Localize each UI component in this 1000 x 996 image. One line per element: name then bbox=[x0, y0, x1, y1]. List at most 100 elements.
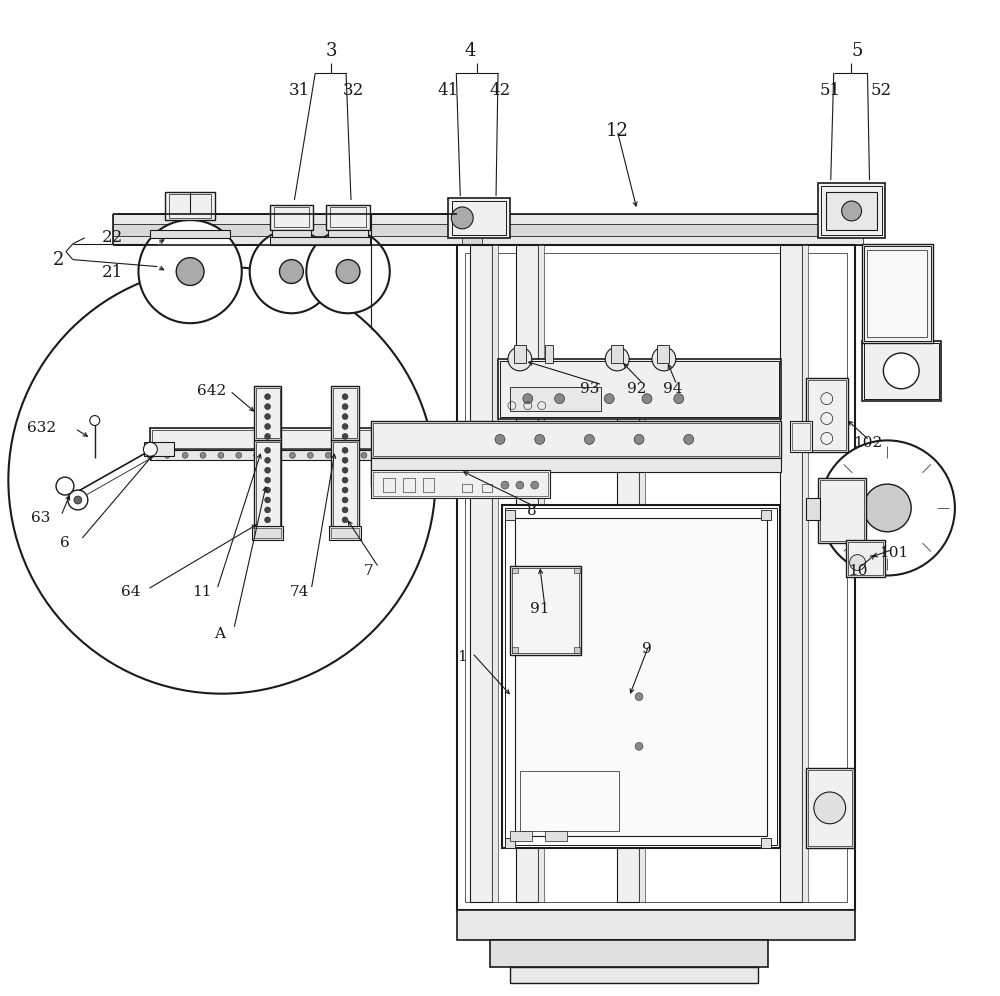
Circle shape bbox=[342, 433, 348, 439]
Circle shape bbox=[495, 434, 505, 444]
Bar bbox=[761, 510, 771, 520]
Bar bbox=[806, 377, 848, 452]
Bar bbox=[512, 647, 518, 653]
Circle shape bbox=[307, 452, 313, 458]
Circle shape bbox=[265, 477, 271, 483]
Bar bbox=[333, 442, 357, 526]
Bar bbox=[452, 201, 506, 235]
Circle shape bbox=[265, 423, 271, 429]
Bar bbox=[371, 420, 781, 458]
Bar bbox=[510, 566, 581, 655]
Text: 8: 8 bbox=[527, 504, 537, 518]
Text: 42: 42 bbox=[489, 83, 511, 100]
Circle shape bbox=[336, 260, 360, 284]
Bar bbox=[516, 245, 538, 902]
Bar bbox=[371, 458, 781, 472]
Bar bbox=[373, 460, 483, 484]
Bar bbox=[862, 341, 941, 400]
Bar bbox=[371, 470, 550, 498]
Bar bbox=[274, 207, 309, 227]
Bar bbox=[373, 422, 779, 456]
Circle shape bbox=[325, 452, 331, 458]
Circle shape bbox=[642, 393, 652, 403]
Circle shape bbox=[397, 452, 403, 458]
Bar bbox=[256, 442, 280, 526]
Text: 5: 5 bbox=[852, 42, 863, 60]
Bar bbox=[510, 386, 601, 410]
Bar bbox=[270, 237, 370, 245]
Bar bbox=[806, 768, 854, 848]
Circle shape bbox=[415, 452, 421, 458]
Circle shape bbox=[265, 517, 271, 523]
Bar bbox=[383, 478, 395, 492]
Circle shape bbox=[250, 230, 333, 314]
Circle shape bbox=[200, 452, 206, 458]
Circle shape bbox=[289, 452, 295, 458]
Circle shape bbox=[605, 347, 629, 371]
Circle shape bbox=[306, 230, 390, 314]
Bar bbox=[490, 940, 768, 967]
Bar bbox=[165, 192, 215, 220]
Circle shape bbox=[342, 457, 348, 463]
Bar bbox=[256, 387, 280, 438]
Bar bbox=[448, 198, 510, 238]
Bar bbox=[510, 831, 532, 841]
Circle shape bbox=[342, 517, 348, 523]
Circle shape bbox=[265, 497, 271, 503]
Bar bbox=[457, 245, 855, 910]
Bar bbox=[639, 405, 645, 902]
Bar bbox=[423, 478, 434, 492]
Bar bbox=[520, 771, 619, 831]
Bar bbox=[512, 568, 518, 574]
Circle shape bbox=[265, 467, 271, 473]
Bar bbox=[617, 405, 639, 902]
Bar bbox=[492, 245, 498, 902]
Circle shape bbox=[523, 393, 533, 403]
Bar bbox=[574, 647, 580, 653]
Bar bbox=[502, 505, 780, 848]
Bar bbox=[331, 440, 359, 528]
Circle shape bbox=[272, 452, 278, 458]
Text: 41: 41 bbox=[438, 83, 459, 100]
Circle shape bbox=[342, 403, 348, 409]
Bar bbox=[150, 428, 631, 450]
Text: 52: 52 bbox=[871, 83, 892, 100]
Bar bbox=[780, 245, 802, 902]
Text: 6: 6 bbox=[60, 536, 70, 550]
Circle shape bbox=[254, 452, 260, 458]
Circle shape bbox=[684, 434, 694, 444]
Text: 22: 22 bbox=[102, 229, 123, 246]
Circle shape bbox=[342, 497, 348, 503]
Circle shape bbox=[820, 440, 955, 576]
Text: 21: 21 bbox=[102, 264, 123, 281]
Bar bbox=[864, 246, 931, 341]
Circle shape bbox=[342, 447, 348, 453]
Bar bbox=[252, 526, 283, 540]
Bar bbox=[403, 478, 415, 492]
Text: 93: 93 bbox=[580, 381, 599, 395]
Bar bbox=[820, 480, 864, 541]
Bar bbox=[150, 230, 230, 238]
Text: 11: 11 bbox=[192, 586, 212, 600]
Text: 4: 4 bbox=[465, 42, 476, 60]
Circle shape bbox=[596, 452, 602, 458]
Bar bbox=[500, 361, 779, 416]
Text: 91: 91 bbox=[530, 603, 549, 617]
Bar bbox=[808, 770, 852, 846]
Bar bbox=[328, 230, 368, 238]
Bar bbox=[846, 540, 885, 578]
Circle shape bbox=[68, 490, 88, 510]
Circle shape bbox=[535, 434, 545, 444]
Circle shape bbox=[176, 258, 204, 286]
Circle shape bbox=[842, 201, 862, 221]
Bar bbox=[465, 253, 847, 902]
Bar bbox=[169, 194, 211, 218]
Bar bbox=[790, 420, 812, 452]
Text: 642: 642 bbox=[197, 383, 227, 397]
Circle shape bbox=[342, 393, 348, 399]
Text: 92: 92 bbox=[627, 381, 647, 395]
Bar bbox=[331, 528, 359, 538]
Bar bbox=[848, 542, 883, 576]
Circle shape bbox=[652, 347, 676, 371]
Bar bbox=[333, 387, 357, 438]
